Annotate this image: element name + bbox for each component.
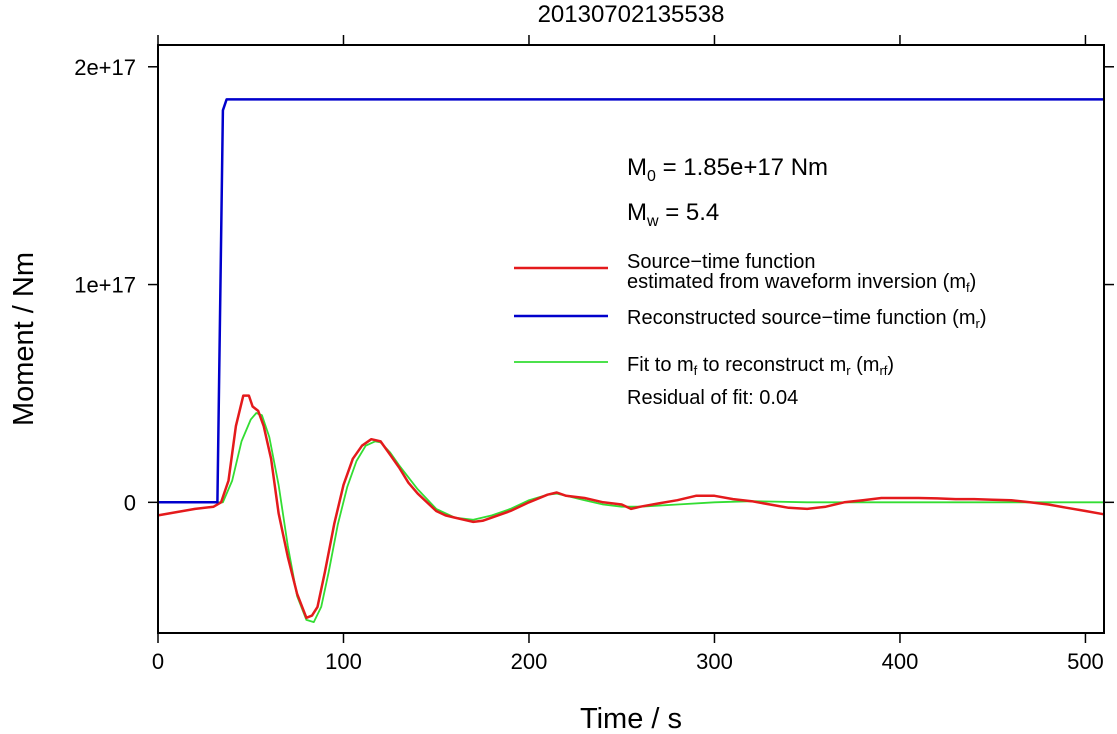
y-axis-ticks: 0 1e+17 2e+17 [74,55,1114,515]
x-tick-label: 0 [152,649,164,674]
x-tick-label: 300 [696,649,733,674]
y-tick-label: 1e+17 [74,273,136,298]
x-axis-label: Time / s [580,703,682,734]
x-axis-ticks: 0 100 200 300 400 500 [152,35,1104,674]
y-axis-label: Moment / Nm [8,252,40,426]
plot-frame [157,44,1105,634]
mw-annotation: Mw = 5.4 [627,199,719,230]
legend-label-estimated-line2: estimated from waveform inversion (mf) [627,271,976,295]
chart-title: 20130702135538 [538,1,725,28]
m0-annotation: M0 = 1.85e+17 Nm [627,154,828,185]
series-layer [157,98,1105,623]
series-line-reconstructed [158,98,1104,504]
series-line-estimated [157,394,1105,620]
x-tick-label: 400 [882,649,919,674]
legend: Source−time function estimated from wave… [514,251,987,409]
legend-label-fit: Fit to mf to reconstruct mr (mrf) [627,354,894,378]
residual-annotation: Residual of fit: 0.04 [627,387,798,409]
legend-label-estimated: Source−time function [627,251,815,273]
x-tick-label: 100 [325,649,362,674]
y-tick-label: 0 [124,490,136,515]
x-tick-label: 200 [511,649,548,674]
x-tick-label: 500 [1067,649,1104,674]
y-tick-label: 2e+17 [74,55,136,80]
series-line-fit [158,412,1104,623]
legend-label-reconstructed: Reconstructed source−time function (mr) [627,307,987,331]
annotations: M0 = 1.85e+17 Nm Mw = 5.4 [627,154,828,230]
